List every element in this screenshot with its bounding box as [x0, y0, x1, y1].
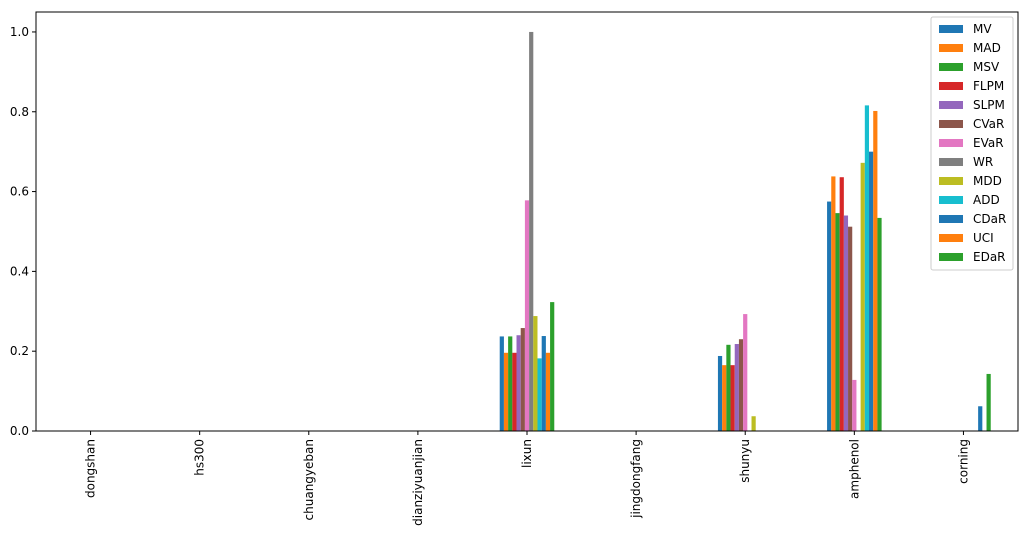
x-tick-label: amphenol	[847, 439, 861, 499]
bar-slpm-shunyu	[734, 344, 739, 431]
legend-label-mv: MV	[973, 22, 992, 36]
legend-label-slpm: SLPM	[973, 98, 1005, 112]
x-tick-label: dongshan	[84, 439, 98, 498]
bar-msv-shunyu	[726, 344, 731, 431]
bar-cdar-lixun	[541, 336, 546, 431]
legend-swatch-add	[939, 196, 963, 204]
legend: MV MAD MSV FLPM SLPM CVaR EVaR WR MDD ADD CDaR UCI E…	[930, 16, 1014, 271]
legend-label-cvar: CVaR	[973, 117, 1004, 131]
bar-cvar-shunyu	[738, 339, 744, 431]
bar-mv-lixun	[499, 336, 504, 431]
legend-label-add: ADD	[973, 193, 1000, 207]
bar-msv-amphenol	[835, 213, 840, 431]
bars-group	[499, 31, 991, 432]
legend-swatch-edar	[939, 253, 963, 261]
y-tick-label: 0.6	[10, 185, 29, 199]
bar-uci-amphenol	[873, 110, 878, 432]
y-tick-label: 0.4	[10, 264, 29, 278]
bar-msv-lixun	[508, 336, 513, 431]
legend-swatch-uci	[939, 234, 963, 242]
x-tick-label: chuangyeban	[302, 439, 316, 520]
bar-flpm-amphenol	[839, 177, 844, 431]
bar-slpm-amphenol	[843, 215, 849, 431]
legend-swatch-wr	[939, 158, 963, 166]
bar-mdd-amphenol	[860, 162, 865, 431]
legend-label-msv: MSV	[973, 60, 1000, 74]
y-tick-label: 1.0	[10, 25, 29, 39]
x-tick-label: lixun	[520, 439, 534, 468]
bar-mad-amphenol	[831, 176, 836, 431]
x-tick-label: shunyu	[738, 439, 752, 483]
bar-slpm-lixun	[516, 335, 521, 431]
legend-label-mad: MAD	[973, 41, 1001, 55]
bar-flpm-shunyu	[730, 365, 735, 431]
bar-evar-lixun	[524, 200, 530, 431]
bar-add-amphenol	[864, 105, 870, 431]
legend-label-evar: EVaR	[973, 136, 1004, 150]
bar-mad-lixun	[503, 352, 509, 431]
x-tick-label: jingdongfang	[629, 439, 643, 519]
bar-uci-lixun	[545, 352, 551, 431]
bar-cdar-corning	[978, 406, 983, 431]
legend-label-cdar: CDaR	[973, 212, 1006, 226]
legend-label-edar: EDaR	[973, 250, 1006, 264]
legend-swatch-cdar	[939, 215, 963, 223]
bar-evar-shunyu	[743, 314, 748, 431]
bar-mv-amphenol	[827, 201, 832, 431]
bar-cvar-lixun	[520, 328, 525, 431]
legend-swatch-msv	[939, 63, 963, 71]
legend-box	[930, 16, 1014, 271]
x-tick-label: hs300	[193, 439, 207, 476]
legend-swatch-mv	[939, 25, 963, 33]
bar-evar-amphenol	[852, 379, 857, 431]
bar-mdd-shunyu	[751, 416, 756, 431]
x-tick-label: corning	[956, 439, 970, 484]
legend-swatch-slpm	[939, 101, 963, 109]
bar-mdd-lixun	[533, 316, 538, 431]
bar-flpm-lixun	[512, 352, 517, 431]
bar-edar-amphenol	[877, 217, 882, 431]
bar-mad-shunyu	[722, 365, 727, 431]
bar-edar-corning	[986, 373, 991, 431]
legend-label-wr: WR	[973, 155, 993, 169]
x-tick-label: dianziyuanjian	[411, 439, 425, 526]
bar-add-lixun	[537, 358, 542, 431]
axes-group: 0.0 0.2 0.4 0.6 0.8 1.0 dongshan hs300 chuangyeb…	[10, 11, 1019, 526]
bar-wr-lixun	[529, 31, 534, 431]
legend-label-uci: UCI	[973, 231, 994, 245]
legend-label-mdd: MDD	[973, 174, 1002, 188]
y-tick-label: 0.2	[10, 344, 29, 358]
legend-label-flpm: FLPM	[973, 79, 1004, 93]
legend-swatch-mdd	[939, 177, 963, 185]
legend-swatch-flpm	[939, 82, 963, 90]
legend-swatch-mad	[939, 44, 963, 52]
legend-swatch-evar	[939, 139, 963, 147]
y-tick-label: 0.8	[10, 105, 29, 119]
legend-swatch-cvar	[939, 120, 963, 128]
bar-cdar-amphenol	[869, 151, 874, 432]
bar-cvar-amphenol	[848, 226, 853, 431]
bar-edar-lixun	[550, 302, 555, 431]
bar-mv-shunyu	[717, 355, 723, 431]
y-tick-label: 0.0	[10, 424, 29, 438]
